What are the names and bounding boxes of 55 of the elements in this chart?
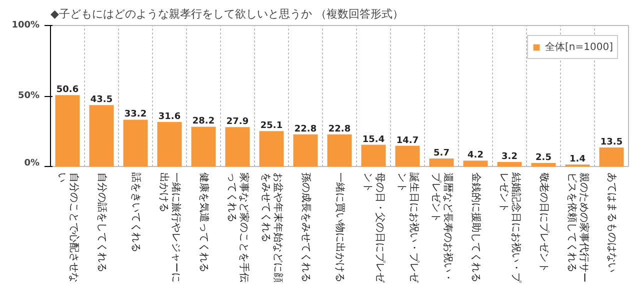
data-label: 31.6 [158,112,181,122]
bar [259,131,284,166]
x-tick-label: 金銭的に援助してくれる [470,172,482,283]
data-label: 22.8 [294,124,317,134]
x-tick-label: 一緒に買い物に出かける [334,172,346,283]
data-label: 43.5 [90,95,113,106]
x-tick-label: 誕生日にお祝い・プレゼント [396,172,420,284]
data-label: 4.2 [468,150,484,161]
data-label: 27.9 [226,117,249,128]
x-tick-label: 一緒に旅行やレジャーに出かける [158,172,182,283]
bar [429,158,454,166]
x-tick-label: 親のための家事代行サービスを依頼してくれる [566,172,590,283]
x-tick-label: あてはまるものはない [606,172,617,273]
x-tick-label: 家事など家のことを手伝ってくれる [226,172,250,283]
x-tick-label: 孫の成長をみせてくれる [300,172,312,283]
x-tick-label: 母の日・父の日にプレゼント [362,172,386,284]
x-tick-label: 結婚記念日にお祝い・プレゼント [498,172,522,284]
bar [599,147,624,166]
data-label: 13.5 [600,137,623,148]
data-label: 3.2 [502,152,518,162]
bar [157,122,182,166]
bar [531,162,556,166]
bar [89,105,114,166]
data-label: 15.4 [362,134,385,145]
data-label: 1.4 [570,154,586,165]
legend-label: 全体[n=1000] [545,41,613,54]
bar [293,134,318,166]
data-label: 25.1 [260,121,283,132]
data-label: 33.2 [124,110,147,120]
bar [123,120,148,166]
y-tick-label: 0% [24,158,40,168]
bar [191,126,216,166]
x-tick-label: 還暦など長寿のお祝い・プレゼント [430,172,454,283]
bar [497,162,522,166]
bar [463,160,488,166]
y-tick-label: 50% [18,91,40,101]
data-label: 5.7 [434,148,450,158]
x-tick-label: 話をきいてくれる [130,172,142,253]
data-label: 22.8 [328,124,351,134]
bar [225,127,250,166]
bar [55,95,80,166]
bar [361,144,386,166]
x-tick-label: お盆や年末年始などに顔をみせてくれる [260,172,284,283]
x-tick-label: 自分の話をしてくれる [96,172,108,273]
data-label: 50.6 [56,85,79,96]
y-tick-label: 100% [12,20,40,30]
data-label: 28.2 [192,116,215,127]
x-tick-label: 自分のことで心配させない [56,172,80,283]
chart-title: ◆子どもにはどのような親孝行をして欲しいと思うか （複数回答形式） [50,8,404,20]
x-tick-label: 敬老の日にプレゼント [538,172,550,273]
x-tick-label: 健康を気遣ってくれる [198,172,210,273]
bar [327,134,352,166]
data-label: 14.7 [396,136,419,146]
data-label: 2.5 [536,152,552,163]
bar [395,146,420,166]
